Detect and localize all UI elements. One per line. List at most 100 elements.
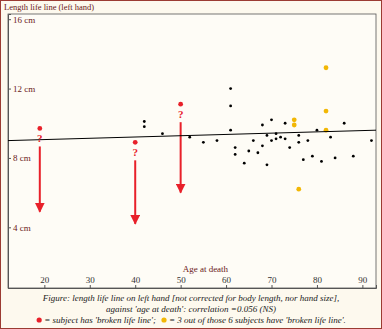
x-tick-label: 30: [86, 275, 96, 285]
x-tick: 20: [40, 275, 50, 288]
point: [252, 139, 255, 142]
point: [284, 122, 287, 125]
x-tick-label: 60: [222, 275, 232, 285]
point: [334, 157, 337, 160]
point: [266, 134, 269, 137]
x-tick-mark: [272, 285, 273, 288]
point: [284, 137, 287, 140]
point: [133, 140, 138, 145]
point: [234, 146, 237, 149]
point: [256, 151, 259, 154]
y-axis: 4 cm 8 cm 12 cm 16 cm: [8, 15, 35, 289]
y-tick-label: 8 cm: [13, 153, 31, 163]
point: [311, 155, 314, 158]
y-axis-line: [9, 15, 12, 289]
legend-label: = 3 out of those 6 subjects have 'broken…: [169, 315, 346, 325]
point: [352, 155, 355, 158]
x-tick: 50: [177, 275, 187, 288]
x-tick-label: 70: [268, 275, 278, 285]
x-tick-mark: [226, 285, 227, 288]
point: [216, 139, 219, 142]
arrow: [134, 160, 136, 224]
x-axis-title: Age at death: [183, 264, 229, 274]
legend-label: = subject has 'broken life line';: [44, 315, 156, 325]
legend: = subject has 'broken life line'; = 3 out…: [37, 315, 346, 325]
point: [370, 139, 373, 142]
y-tick: 16 cm: [8, 15, 35, 25]
caption: Figure: length life line on left hand [n…: [42, 293, 339, 303]
x-tick-mark: [44, 285, 45, 288]
point: [329, 136, 332, 139]
x-tick: 70: [268, 275, 278, 288]
series-points: [143, 87, 373, 166]
x-tick-mark: [317, 285, 318, 288]
point: [234, 153, 237, 156]
x-tick: 80: [313, 275, 323, 288]
y-tick-label: 16 cm: [13, 15, 35, 25]
point-label: ?: [178, 108, 184, 120]
point: [161, 132, 164, 135]
point-labels: ???: [37, 108, 183, 158]
point-label: ?: [132, 146, 138, 158]
point: [178, 102, 183, 107]
trend-line: [8, 130, 376, 140]
point: [243, 162, 246, 165]
series-points: [37, 102, 183, 224]
y-tick-mark: [8, 227, 11, 228]
y-tick-mark: [8, 158, 11, 159]
point: [320, 160, 323, 163]
point: [324, 65, 329, 70]
point: [316, 129, 319, 132]
x-tick: 40: [131, 275, 141, 288]
y-tick: 8 cm: [8, 153, 31, 163]
point: [324, 109, 329, 114]
point: [302, 158, 305, 161]
point: [275, 137, 278, 140]
point: [188, 136, 191, 139]
arrow: [39, 146, 41, 211]
x-tick: 90: [358, 275, 368, 288]
y-tick: 12 cm: [8, 84, 35, 94]
point: [266, 163, 269, 166]
point: [297, 134, 300, 137]
x-axis: 20 30 40 50 60 70 80 90: [9, 275, 377, 289]
point-label: ?: [37, 132, 43, 144]
point: [202, 141, 205, 144]
x-tick-mark: [181, 285, 182, 288]
y-tick-label: 4 cm: [13, 223, 31, 233]
point: [37, 126, 42, 131]
arrow: [180, 122, 182, 192]
x-tick-label: 50: [177, 275, 187, 285]
point: [296, 187, 301, 192]
point: [261, 124, 264, 127]
x-tick-label: 90: [358, 275, 368, 285]
plot-area: [8, 65, 376, 223]
x-axis-line: [9, 285, 377, 289]
x-tick-mark: [90, 285, 91, 288]
series-points: [292, 65, 329, 191]
point: [247, 150, 250, 153]
point: [288, 146, 291, 149]
x-tick-label: 40: [131, 275, 141, 285]
x-tick: 60: [222, 275, 232, 288]
point: [143, 125, 146, 128]
x-tick: 30: [86, 275, 96, 288]
y-tick-mark: [8, 19, 11, 20]
point: [261, 144, 264, 147]
point: [292, 123, 297, 128]
point: [292, 117, 297, 122]
point: [306, 139, 309, 142]
legend-swatch: [37, 317, 42, 322]
x-tick-label: 80: [313, 275, 323, 285]
point: [297, 141, 300, 144]
plot-frame: [8, 14, 376, 288]
point: [270, 139, 273, 142]
y-tick-label: 12 cm: [13, 84, 35, 94]
point: [229, 129, 232, 132]
point: [270, 118, 273, 121]
caption: against 'age at death': correlation =0.0…: [106, 304, 276, 314]
y-axis-title: Length life line (left hand): [4, 2, 94, 12]
x-tick-mark: [362, 285, 363, 288]
chart: 4 cm 8 cm 12 cm 16 cm 20 30 40 50 60 70 80 90 Length…: [0, 0, 382, 329]
point: [343, 122, 346, 125]
